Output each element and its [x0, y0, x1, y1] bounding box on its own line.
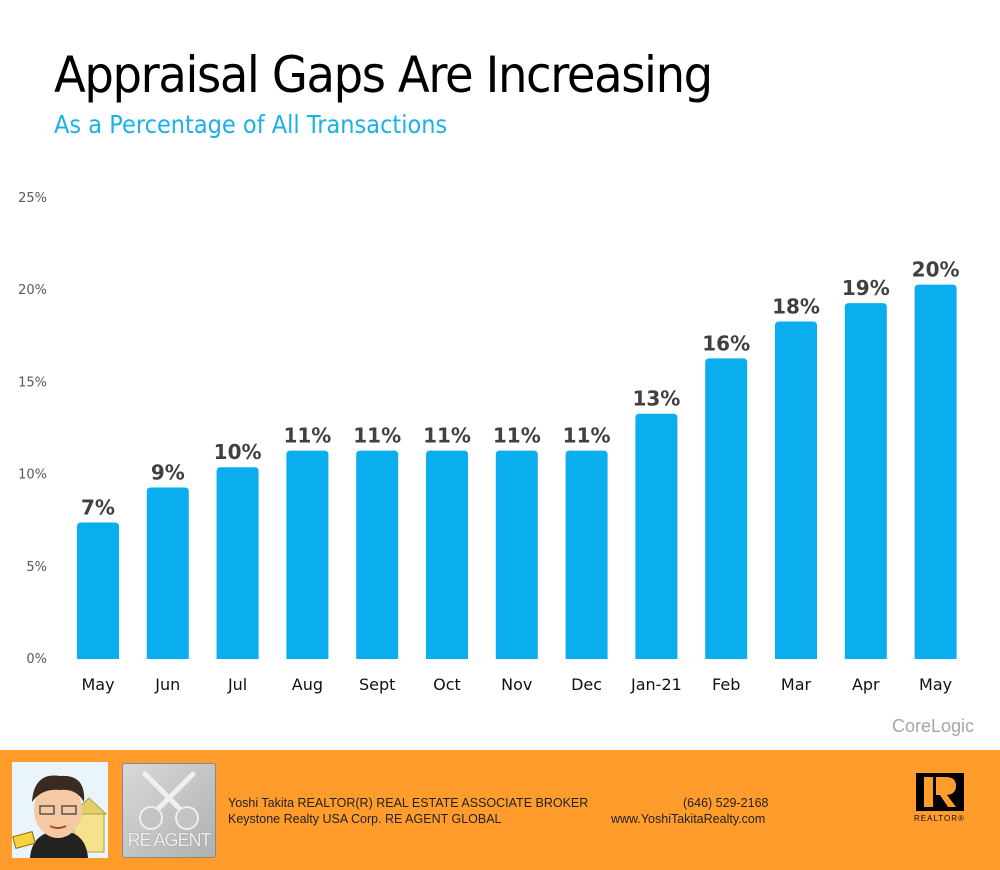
data-label: 11%: [353, 424, 401, 448]
agent-phone[interactable]: (646) 529-2168: [683, 796, 769, 810]
data-label: 18%: [772, 295, 820, 319]
bar: [844, 303, 887, 659]
realtor-logo-icon: [916, 773, 964, 811]
data-label: 19%: [842, 276, 890, 300]
chart-title: Appraisal Gaps Are Increasing: [54, 46, 713, 104]
bar: [216, 467, 259, 659]
agent-caricature-image: [12, 762, 108, 858]
data-label: 7%: [81, 496, 115, 520]
data-label: 11%: [493, 424, 541, 448]
agent-name-line: Yoshi Takita REALTOR(R) REAL ESTATE ASSO…: [228, 796, 589, 810]
x-tick-label: Aug: [292, 675, 323, 694]
data-label: 13%: [632, 387, 680, 411]
x-tick-label: Sept: [359, 675, 395, 694]
realtor-label: REALTOR®: [914, 814, 965, 823]
data-label: 9%: [151, 461, 185, 485]
bar: [356, 450, 399, 659]
agent-footer: RE AGENT Yoshi Takita REALTOR(R) REAL ES…: [0, 750, 1000, 870]
agent-company-line: Keystone Realty USA Corp. RE AGENT GLOBA…: [228, 812, 502, 826]
x-tick-label: May: [919, 675, 952, 694]
bars: [77, 284, 957, 659]
y-tick-label: 10%: [18, 468, 47, 483]
bar: [705, 358, 748, 659]
data-label: 11%: [423, 424, 471, 448]
x-tick-label: May: [81, 675, 114, 694]
data-label: 11%: [283, 424, 331, 448]
x-tick-label: Jan-21: [630, 675, 682, 694]
y-tick-label: 5%: [26, 560, 47, 575]
x-tick-label: Nov: [501, 675, 532, 694]
source-label: CoreLogic: [891, 716, 974, 736]
crossed-keys-icon: [139, 771, 199, 830]
x-tick-label: Dec: [571, 675, 602, 694]
data-label: 20%: [912, 258, 960, 282]
y-tick-label: 15%: [18, 375, 47, 390]
bar: [914, 284, 957, 659]
x-tick-label: Mar: [781, 675, 812, 694]
x-tick-label: Jul: [227, 675, 247, 694]
data-label: 10%: [214, 440, 262, 464]
chart-subtitle: As a Percentage of All Transactions: [54, 110, 448, 139]
data-label: 11%: [563, 424, 611, 448]
bar: [146, 487, 189, 659]
x-tick-label: Oct: [433, 675, 461, 694]
x-tick-label: Apr: [852, 675, 880, 694]
x-tick-label: Jun: [154, 675, 180, 694]
bar-chart: 0% 5% 10% 15% 20% 25% 7% 9% 10% 11% 11% 11% 11% 11% 1…: [18, 191, 960, 694]
y-tick-label: 0%: [26, 652, 47, 667]
y-tick-label: 25%: [18, 191, 47, 206]
y-tick-label: 20%: [18, 283, 47, 298]
bar: [565, 450, 608, 659]
data-labels: 7% 9% 10% 11% 11% 11% 11% 11% 13% 16% 18% 19% 20%: [81, 258, 960, 520]
bar: [495, 450, 538, 659]
re-agent-logo: RE AGENT: [122, 763, 216, 858]
x-axis: May Jun Jul Aug Sept Oct Nov Dec Jan-21 Feb Mar Apr…: [81, 675, 952, 694]
bar: [77, 522, 119, 659]
bar: [775, 321, 817, 659]
agent-website-link[interactable]: www.YoshiTakitaRealty.com: [611, 812, 766, 826]
x-tick-label: Feb: [712, 675, 740, 694]
bar: [286, 450, 329, 659]
data-label: 16%: [702, 331, 750, 355]
bar: [635, 413, 678, 659]
y-axis: 0% 5% 10% 15% 20% 25%: [18, 191, 47, 667]
re-agent-logo-text: RE AGENT: [127, 830, 211, 850]
bar: [426, 450, 468, 659]
